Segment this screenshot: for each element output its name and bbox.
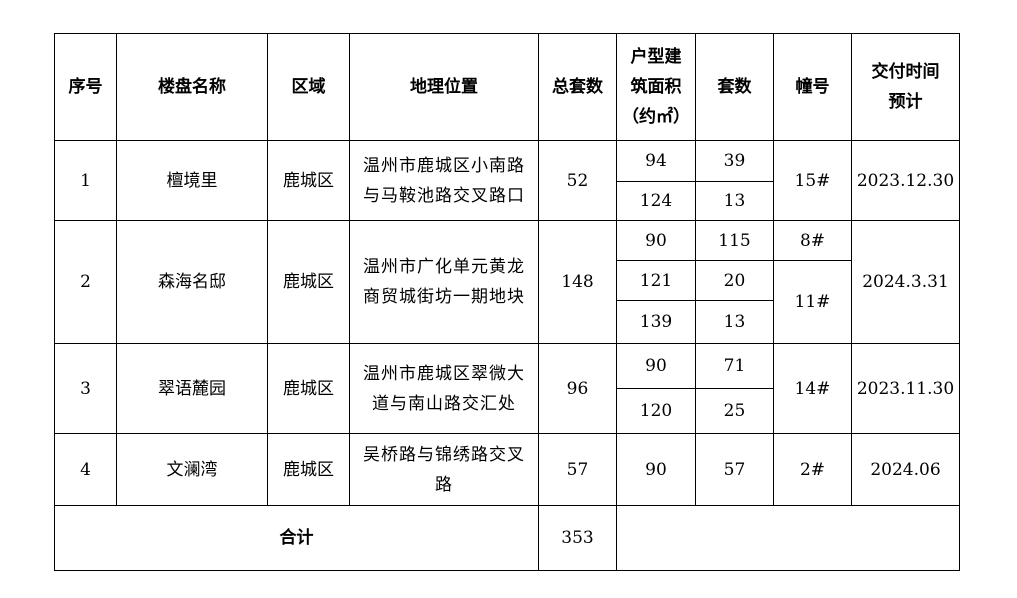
cell-delivery: 2024.3.31 (851, 220, 960, 344)
table-row: 3 翠语麓园 鹿城区 温州市鹿城区翠微大 道与南山路交汇处 96 90 71 14… (54, 343, 960, 434)
cell-name: 翠语麓园 (116, 343, 268, 434)
cell-area: 124 (616, 181, 696, 221)
header-building: 幢号 (773, 33, 852, 141)
cell-name: 森海名邸 (116, 220, 268, 344)
cell-district: 鹿城区 (267, 343, 350, 434)
header-total-units: 总套数 (538, 33, 617, 141)
total-row: 合计 353 (54, 505, 960, 571)
header-delivery: 交付时间 预计 (851, 33, 960, 141)
cell-area: 121 (616, 260, 696, 301)
location-line: 温州市鹿城区翠微大 (363, 363, 525, 384)
cell-total-units: 96 (538, 343, 617, 434)
cell-area: 90 (616, 343, 696, 389)
cell-total-units: 52 (538, 140, 617, 221)
cell-district: 鹿城区 (267, 433, 350, 506)
location-line: 温州市鹿城区小南路 (363, 155, 525, 176)
cell-building: 15# (773, 140, 852, 221)
housing-table: 序号 楼盘名称 区域 地理位置 总套数 户型建筑面积 （约㎡） 套数 幢号 交付时… (54, 33, 960, 571)
total-empty-cell (616, 505, 960, 571)
header-index: 序号 (54, 33, 117, 141)
header-area-line: （约㎡） (622, 107, 690, 127)
cell-area: 90 (616, 433, 696, 506)
cell-units: 71 (695, 343, 774, 389)
cell-total-units: 57 (538, 433, 617, 506)
header-units: 套数 (695, 33, 774, 141)
cell-index: 2 (54, 220, 117, 344)
header-name: 楼盘名称 (116, 33, 268, 141)
cell-location: 温州市鹿城区小南路 与马鞍池路交叉路口 (349, 140, 539, 221)
cell-delivery: 2023.12.30 (851, 140, 960, 221)
table-row: 1 檀境里 鹿城区 温州市鹿城区小南路 与马鞍池路交叉路口 52 94 39 15… (54, 140, 960, 221)
location-line: 温州市广化单元黄龙 (363, 257, 525, 277)
cell-name: 檀境里 (116, 140, 268, 221)
cell-name: 文澜湾 (116, 433, 268, 506)
cell-units: 39 (695, 140, 774, 182)
cell-location: 温州市鹿城区翠微大 道与南山路交汇处 (349, 343, 539, 434)
header-area-line: 户型建 (630, 47, 682, 67)
cell-index: 4 (54, 433, 117, 506)
total-label: 合计 (54, 505, 539, 571)
cell-district: 鹿城区 (267, 220, 350, 344)
cell-area: 120 (616, 388, 696, 434)
location-line: 吴桥路与锦绣路交叉 (363, 444, 525, 465)
header-area-line: 筑面积 (630, 77, 682, 97)
cell-units: 57 (695, 433, 774, 506)
cell-location: 吴桥路与锦绣路交叉路 (349, 433, 539, 506)
header-row: 序号 楼盘名称 区域 地理位置 总套数 户型建筑面积 （约㎡） 套数 幢号 交付时… (54, 33, 960, 141)
cell-building: 2# (773, 433, 852, 506)
table-row: 4 文澜湾 鹿城区 吴桥路与锦绣路交叉路 57 90 57 2# 2024.06 (54, 433, 960, 506)
cell-delivery: 2024.06 (851, 433, 960, 506)
header-district: 区域 (267, 33, 350, 141)
cell-units: 20 (695, 260, 774, 301)
cell-building: 8# (773, 220, 852, 261)
header-area: 户型建筑面积 （约㎡） (616, 33, 696, 141)
table-subrow: 139 13 (55, 300, 960, 344)
cell-units: 13 (695, 181, 774, 221)
cell-index: 3 (54, 343, 117, 434)
cell-area: 94 (616, 140, 696, 182)
location-line: 与马鞍池路交叉路口 (363, 185, 525, 206)
cell-units: 25 (695, 388, 774, 434)
table-subrow: 124 13 (55, 181, 960, 221)
location-line: 路 (435, 474, 453, 495)
cell-units: 13 (695, 300, 774, 344)
location-line: 商贸城街坊一期地块 (363, 287, 525, 307)
table-row: 2 森海名邸 鹿城区 温州市广化单元黄龙 商贸城街坊一期地块 148 90 115… (54, 220, 960, 344)
cell-index: 1 (54, 140, 117, 221)
cell-location: 温州市广化单元黄龙 商贸城街坊一期地块 (349, 220, 539, 344)
cell-delivery: 2023.11.30 (851, 343, 960, 434)
location-line: 道与南山路交汇处 (372, 393, 516, 414)
total-value: 353 (538, 505, 617, 571)
cell-total-units: 148 (538, 220, 617, 344)
cell-building: 14# (773, 343, 852, 434)
cell-units: 115 (695, 220, 774, 261)
cell-building: 11# (773, 260, 852, 344)
header-delivery-line: 交付时间 (871, 62, 940, 82)
header-delivery-line: 预计 (888, 92, 923, 112)
header-location: 地理位置 (349, 33, 539, 141)
cell-area: 139 (616, 300, 696, 344)
cell-area: 90 (616, 220, 696, 261)
table-subrow: 121 20 11# (55, 260, 960, 344)
cell-district: 鹿城区 (267, 140, 350, 221)
table-subrow: 120 25 (55, 388, 960, 434)
